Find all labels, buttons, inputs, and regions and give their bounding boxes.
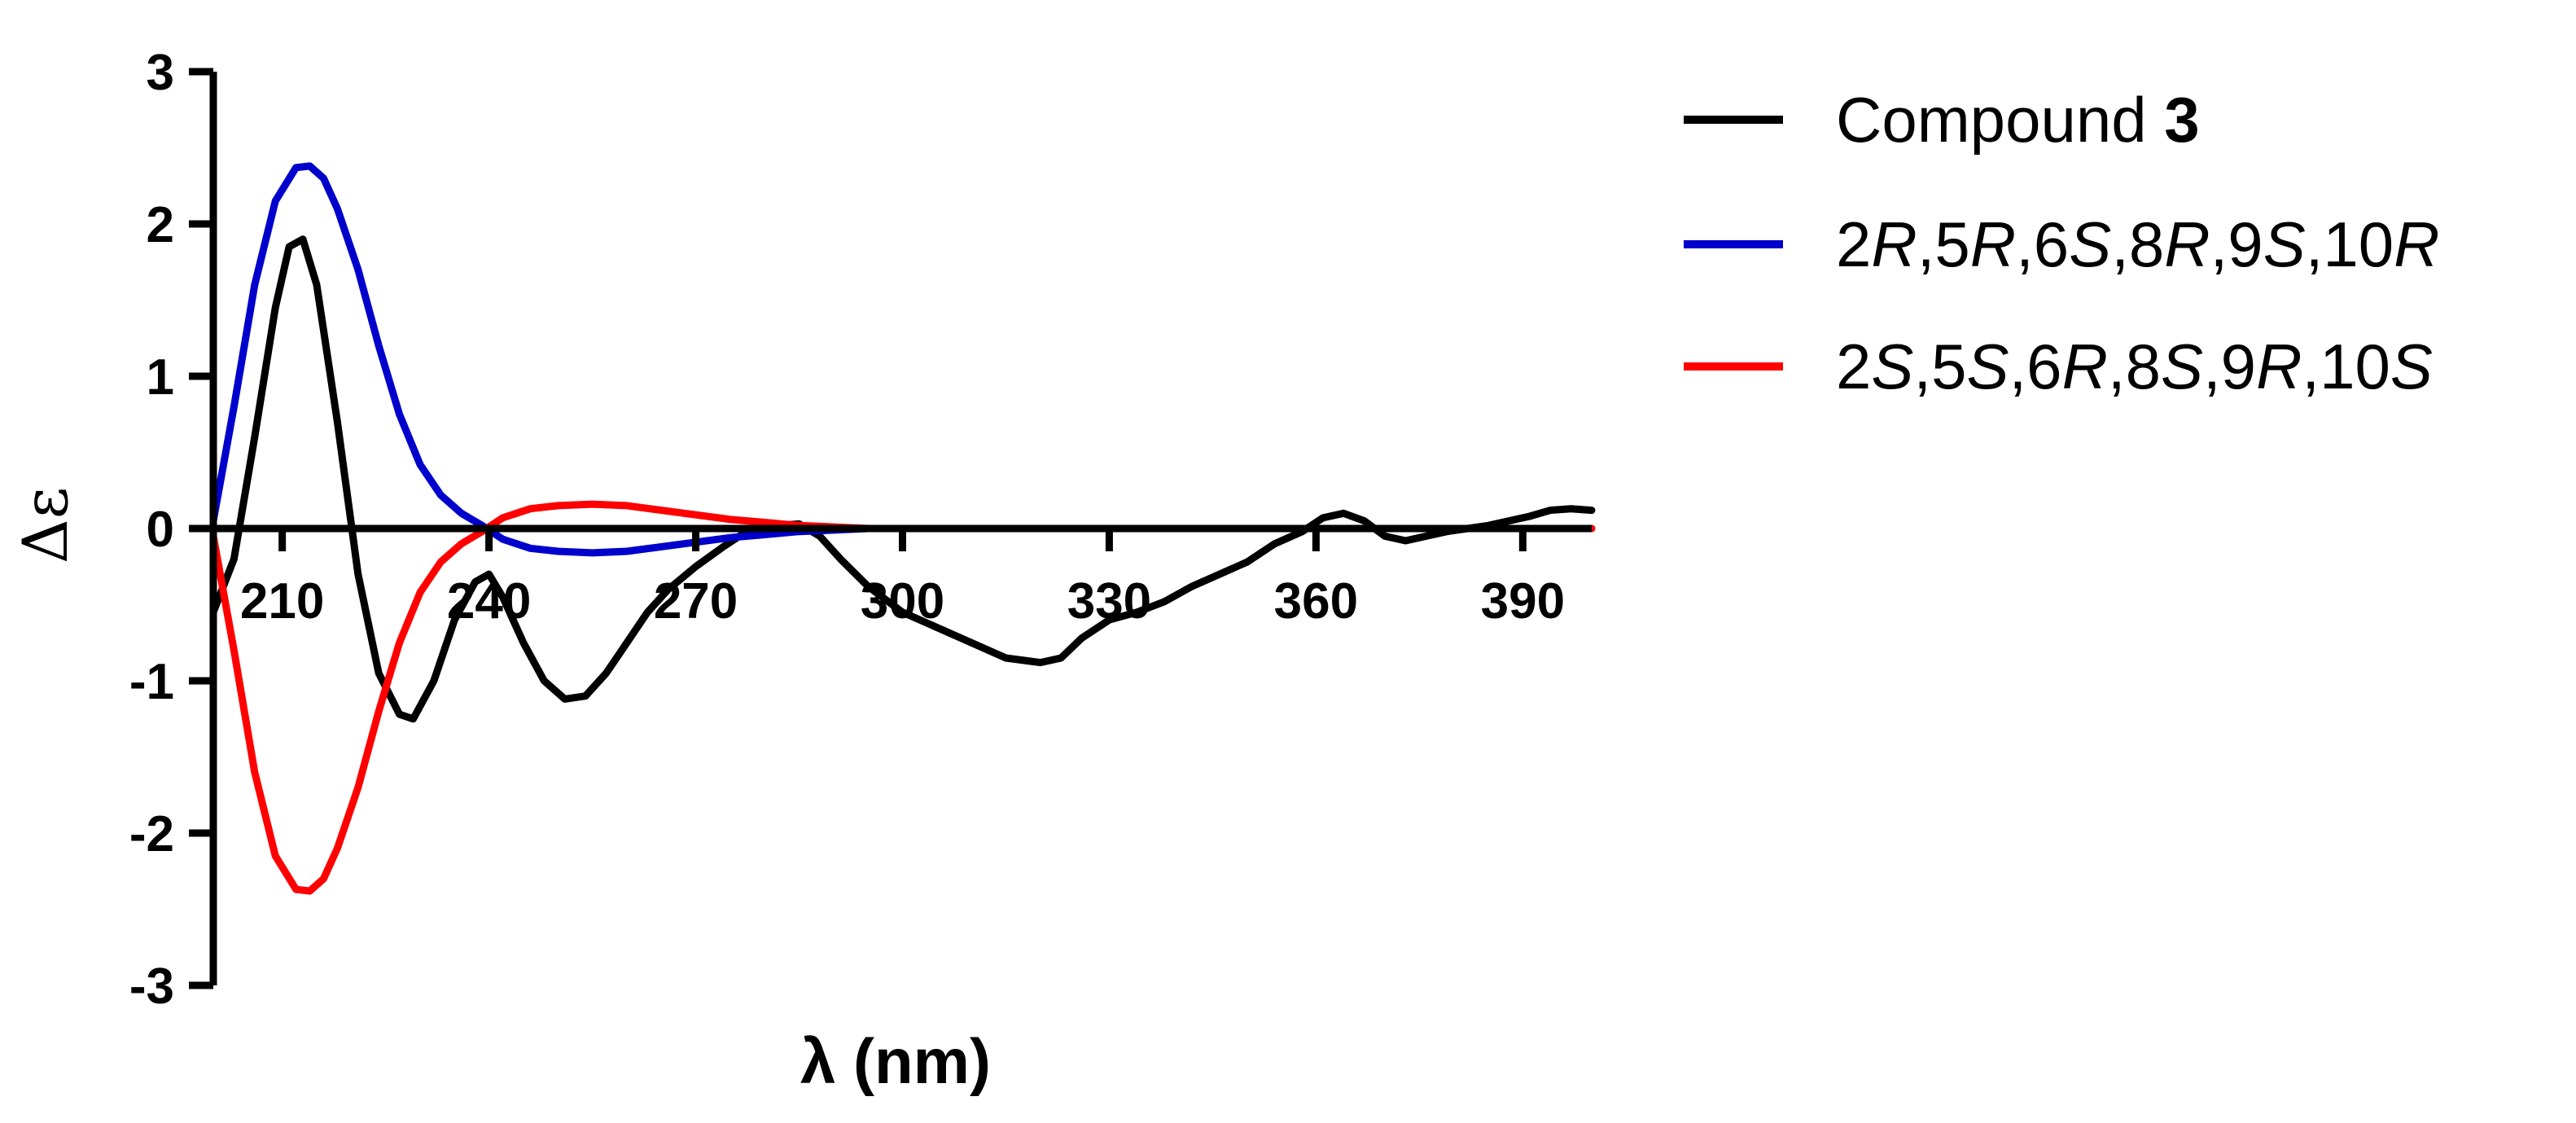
x-tick-label: 300	[861, 573, 944, 629]
x-tick-label: 360	[1274, 573, 1358, 629]
y-axis: -3 -2 -1 0 1 2 3	[129, 45, 217, 1015]
x-axis: 210 240 270 300 330 360 390	[213, 524, 1592, 629]
x-axis-title: λ (nm)	[800, 1025, 991, 1097]
y-tick-label: 2	[147, 197, 174, 253]
legend-label-0: Compound 3	[1836, 84, 2200, 156]
x-tick-label: 390	[1481, 573, 1565, 629]
series-line-2	[209, 500, 1596, 895]
y-tick-label: 3	[147, 45, 174, 101]
legend-label-2: 2S,5S,6R,8S,9R,10S	[1836, 331, 2433, 402]
y-tick-label: 1	[147, 349, 174, 406]
x-tick-label: 240	[447, 573, 531, 629]
y-tick-label: -3	[129, 958, 174, 1015]
x-tick-label: 330	[1067, 573, 1151, 629]
series-line-1	[209, 162, 1596, 557]
y-axis-title: Δε	[9, 487, 81, 564]
x-tick-label: 210	[240, 573, 324, 629]
legend-label-1: 2R,5R,6S,8R,9S,10R	[1836, 208, 2440, 280]
y-tick-label: -1	[129, 654, 174, 710]
y-tick-label: -2	[129, 806, 174, 862]
x-tick-label: 270	[654, 573, 738, 629]
series-line-0	[209, 235, 1596, 723]
legend: Compound 3 2R,5R,6S,8R,9S,10R 2S,5S,6R,8S,…	[1684, 84, 2440, 402]
y-tick-label: 0	[147, 502, 174, 558]
